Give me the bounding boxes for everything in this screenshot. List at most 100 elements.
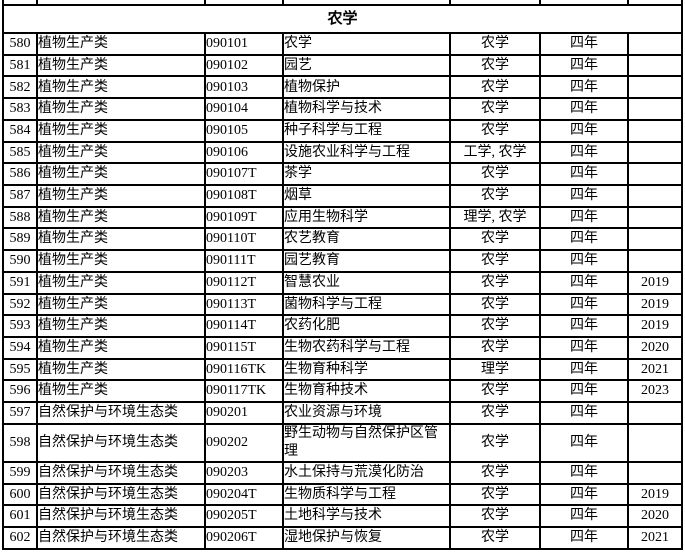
category-cell: 植物生产类 <box>36 249 206 273</box>
major-name-cell: 农药化肥 <box>282 314 451 338</box>
year-added-cell: 2023 <box>627 379 683 404</box>
section-header-row: 农学 <box>2 4 683 35</box>
duration-cell: 四年 <box>539 401 629 425</box>
year-added-cell <box>627 75 683 100</box>
category-cell: 植物生产类 <box>36 357 206 382</box>
row-number-cell: 596 <box>2 379 38 404</box>
major-code-cell: 090117TK <box>204 379 284 404</box>
table-row: 597 自然保护与环境生态类 090201 农业资源与环境 农学 四年 <box>2 401 683 425</box>
table-row: 596 植物生产类 090117TK 生物育种技术 农学 四年 2023 <box>2 379 683 404</box>
clipped-cell <box>2 0 38 7</box>
row-number-cell: 591 <box>2 270 38 295</box>
degree-discipline-cell: 农学 <box>449 53 541 78</box>
major-code-cell: 090104 <box>204 97 284 121</box>
duration-cell: 四年 <box>539 205 629 230</box>
degree-discipline-cell: 农学 <box>449 32 541 56</box>
major-code-cell: 090115T <box>204 335 284 360</box>
category-cell: 植物生产类 <box>36 97 206 121</box>
year-added-cell <box>627 227 683 252</box>
major-name-cell: 园艺教育 <box>282 249 451 273</box>
degree-discipline-cell: 农学 <box>449 422 541 463</box>
degree-discipline-cell: 农学 <box>449 118 541 143</box>
category-cell: 植物生产类 <box>36 75 206 100</box>
degree-discipline-cell: 理学 <box>449 357 541 382</box>
table-row: 587 植物生产类 090108T 烟草 农学 四年 <box>2 183 683 208</box>
major-code-cell: 090113T <box>204 292 284 317</box>
duration-cell: 四年 <box>539 249 629 273</box>
major-name-cell: 茶学 <box>282 162 451 186</box>
row-number-cell: 583 <box>2 97 38 121</box>
row-number-cell: 582 <box>2 75 38 100</box>
duration-cell: 四年 <box>539 314 629 338</box>
category-cell: 植物生产类 <box>36 227 206 252</box>
clipped-previous-row <box>2 0 683 7</box>
major-code-cell: 090203 <box>204 460 284 485</box>
duration-cell: 四年 <box>539 335 629 360</box>
major-code-cell: 090201 <box>204 401 284 425</box>
major-name-cell: 农艺教育 <box>282 227 451 252</box>
table-row: 580 植物生产类 090101 农学 农学 四年 <box>2 32 683 56</box>
major-code-cell: 090205T <box>204 504 284 529</box>
degree-discipline-cell: 农学 <box>449 504 541 529</box>
year-added-cell: 2020 <box>627 504 683 529</box>
duration-cell: 四年 <box>539 118 629 143</box>
row-number-cell: 594 <box>2 335 38 360</box>
category-cell: 植物生产类 <box>36 292 206 317</box>
duration-cell: 四年 <box>539 32 629 56</box>
row-number-cell: 580 <box>2 32 38 56</box>
year-added-cell <box>627 118 683 143</box>
major-code-cell: 090103 <box>204 75 284 100</box>
category-cell: 植物生产类 <box>36 162 206 186</box>
category-cell: 自然保护与环境生态类 <box>36 401 206 425</box>
table-row: 595 植物生产类 090116TK 生物育种科学 理学 四年 2021 <box>2 357 683 382</box>
row-number-cell: 587 <box>2 183 38 208</box>
row-number-cell: 588 <box>2 205 38 230</box>
row-number-cell: 590 <box>2 249 38 273</box>
table-row: 598 自然保护与环境生态类 090202 野生动物与自然保护区管理 农学 四年 <box>2 422 683 463</box>
degree-discipline-cell: 农学 <box>449 270 541 295</box>
major-name-cell: 农业资源与环境 <box>282 401 451 425</box>
section-title: 农学 <box>2 4 683 35</box>
degree-discipline-cell: 农学 <box>449 335 541 360</box>
degree-discipline-cell: 农学 <box>449 314 541 338</box>
degree-discipline-cell: 农学 <box>449 75 541 100</box>
duration-cell: 四年 <box>539 97 629 121</box>
duration-cell: 四年 <box>539 162 629 186</box>
row-number-cell: 592 <box>2 292 38 317</box>
category-cell: 自然保护与环境生态类 <box>36 422 206 463</box>
table-row: 602 自然保护与环境生态类 090206T 湿地保护与恢复 农学 四年 202… <box>2 526 683 550</box>
duration-cell: 四年 <box>539 292 629 317</box>
table-row: 586 植物生产类 090107T 茶学 农学 四年 <box>2 162 683 186</box>
year-added-cell <box>627 140 683 165</box>
major-name-cell: 设施农业科学与工程 <box>282 140 451 165</box>
table-row: 593 植物生产类 090114T 农药化肥 农学 四年 2019 <box>2 314 683 338</box>
year-added-cell <box>627 249 683 273</box>
category-cell: 植物生产类 <box>36 118 206 143</box>
year-added-cell: 2019 <box>627 314 683 338</box>
degree-discipline-cell: 农学 <box>449 401 541 425</box>
year-added-cell <box>627 183 683 208</box>
major-name-cell: 植物科学与技术 <box>282 97 451 121</box>
major-code-cell: 090107T <box>204 162 284 186</box>
category-cell: 自然保护与环境生态类 <box>36 526 206 550</box>
clipped-cell <box>36 0 206 7</box>
category-cell: 植物生产类 <box>36 205 206 230</box>
row-number-cell: 600 <box>2 482 38 507</box>
major-code-cell: 090109T <box>204 205 284 230</box>
category-cell: 自然保护与环境生态类 <box>36 504 206 529</box>
year-added-cell <box>627 460 683 485</box>
year-added-cell <box>627 32 683 56</box>
category-cell: 自然保护与环境生态类 <box>36 482 206 507</box>
major-code-cell: 090111T <box>204 249 284 273</box>
year-added-cell <box>627 205 683 230</box>
year-added-cell <box>627 162 683 186</box>
table-row: 592 植物生产类 090113T 菌物科学与工程 农学 四年 2019 <box>2 292 683 317</box>
major-name-cell: 野生动物与自然保护区管理 <box>282 422 451 463</box>
table-row: 599 自然保护与环境生态类 090203 水土保持与荒漠化防治 农学 四年 <box>2 460 683 485</box>
duration-cell: 四年 <box>539 183 629 208</box>
degree-discipline-cell: 工学, 农学 <box>449 140 541 165</box>
major-name-cell: 生物育种技术 <box>282 379 451 404</box>
degree-discipline-cell: 农学 <box>449 460 541 485</box>
